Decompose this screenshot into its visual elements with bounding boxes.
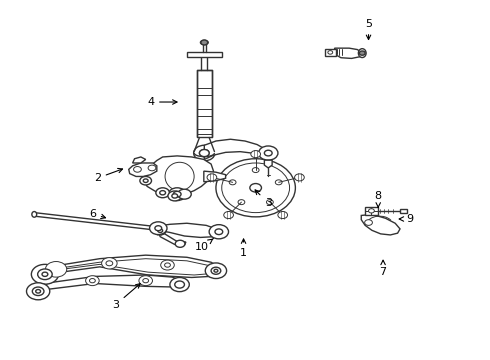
Circle shape bbox=[165, 263, 171, 267]
Polygon shape bbox=[56, 259, 216, 275]
Circle shape bbox=[216, 159, 295, 217]
Circle shape bbox=[211, 267, 221, 274]
Circle shape bbox=[251, 150, 261, 158]
Text: 3: 3 bbox=[255, 190, 272, 208]
Circle shape bbox=[173, 192, 181, 197]
Circle shape bbox=[328, 51, 333, 54]
Polygon shape bbox=[158, 228, 186, 245]
Circle shape bbox=[238, 200, 245, 204]
Circle shape bbox=[154, 226, 166, 235]
Polygon shape bbox=[38, 275, 183, 293]
Circle shape bbox=[199, 149, 209, 157]
Circle shape bbox=[156, 188, 170, 198]
Circle shape bbox=[267, 200, 273, 204]
Circle shape bbox=[199, 149, 209, 157]
Text: 4: 4 bbox=[147, 97, 177, 107]
Circle shape bbox=[32, 287, 44, 296]
Circle shape bbox=[252, 168, 259, 172]
Circle shape bbox=[36, 289, 41, 293]
Polygon shape bbox=[158, 223, 220, 238]
Circle shape bbox=[229, 180, 236, 185]
Text: 7: 7 bbox=[379, 260, 387, 277]
Circle shape bbox=[38, 269, 52, 280]
Circle shape bbox=[158, 229, 163, 233]
Bar bbox=[365, 207, 378, 215]
Text: 9: 9 bbox=[399, 214, 413, 224]
Circle shape bbox=[278, 211, 288, 219]
Circle shape bbox=[149, 222, 167, 235]
Ellipse shape bbox=[200, 40, 208, 45]
Text: 8: 8 bbox=[375, 191, 382, 207]
Text: 5: 5 bbox=[365, 19, 372, 40]
Circle shape bbox=[143, 179, 148, 183]
Circle shape bbox=[86, 276, 99, 285]
Text: 10: 10 bbox=[195, 239, 214, 252]
Circle shape bbox=[101, 258, 117, 269]
Circle shape bbox=[175, 240, 185, 247]
Polygon shape bbox=[265, 160, 272, 168]
Text: 1: 1 bbox=[240, 239, 247, 258]
Circle shape bbox=[169, 188, 186, 201]
Polygon shape bbox=[34, 213, 158, 230]
Circle shape bbox=[143, 279, 148, 283]
Ellipse shape bbox=[32, 212, 37, 217]
Circle shape bbox=[170, 278, 189, 292]
Circle shape bbox=[265, 150, 272, 156]
Polygon shape bbox=[187, 52, 222, 57]
Text: 6: 6 bbox=[89, 209, 105, 219]
Ellipse shape bbox=[358, 49, 366, 58]
Circle shape bbox=[90, 279, 96, 283]
Circle shape bbox=[175, 281, 184, 288]
Polygon shape bbox=[44, 255, 220, 278]
Circle shape bbox=[139, 276, 152, 285]
Circle shape bbox=[214, 269, 218, 272]
Polygon shape bbox=[361, 215, 400, 235]
Bar bbox=[325, 49, 336, 55]
Circle shape bbox=[205, 263, 226, 279]
Circle shape bbox=[178, 189, 191, 199]
Polygon shape bbox=[204, 171, 225, 182]
Circle shape bbox=[160, 191, 166, 195]
Circle shape bbox=[194, 145, 215, 161]
Circle shape bbox=[207, 174, 217, 181]
Circle shape bbox=[209, 225, 228, 239]
Circle shape bbox=[275, 180, 282, 185]
Circle shape bbox=[31, 264, 58, 284]
Circle shape bbox=[224, 211, 233, 219]
Text: 3: 3 bbox=[112, 284, 140, 310]
Circle shape bbox=[294, 174, 304, 181]
Bar bbox=[400, 209, 407, 213]
Polygon shape bbox=[133, 157, 146, 163]
Circle shape bbox=[368, 209, 374, 213]
Ellipse shape bbox=[156, 226, 160, 231]
Circle shape bbox=[161, 260, 174, 270]
Circle shape bbox=[215, 229, 223, 235]
Circle shape bbox=[172, 194, 178, 198]
Circle shape bbox=[201, 40, 208, 45]
Circle shape bbox=[148, 165, 156, 171]
Circle shape bbox=[222, 163, 290, 213]
Circle shape bbox=[259, 146, 278, 160]
Polygon shape bbox=[143, 156, 214, 195]
Circle shape bbox=[46, 261, 67, 277]
Circle shape bbox=[168, 191, 181, 201]
Circle shape bbox=[26, 283, 50, 300]
Polygon shape bbox=[335, 48, 362, 58]
Circle shape bbox=[106, 261, 113, 266]
Circle shape bbox=[365, 220, 372, 225]
Circle shape bbox=[155, 226, 162, 231]
Polygon shape bbox=[129, 163, 157, 176]
Polygon shape bbox=[204, 139, 268, 159]
Circle shape bbox=[250, 184, 262, 192]
Circle shape bbox=[359, 51, 365, 55]
Circle shape bbox=[42, 272, 48, 276]
Circle shape bbox=[134, 167, 141, 172]
Circle shape bbox=[140, 176, 151, 185]
Text: 2: 2 bbox=[94, 168, 122, 183]
Polygon shape bbox=[196, 70, 212, 138]
